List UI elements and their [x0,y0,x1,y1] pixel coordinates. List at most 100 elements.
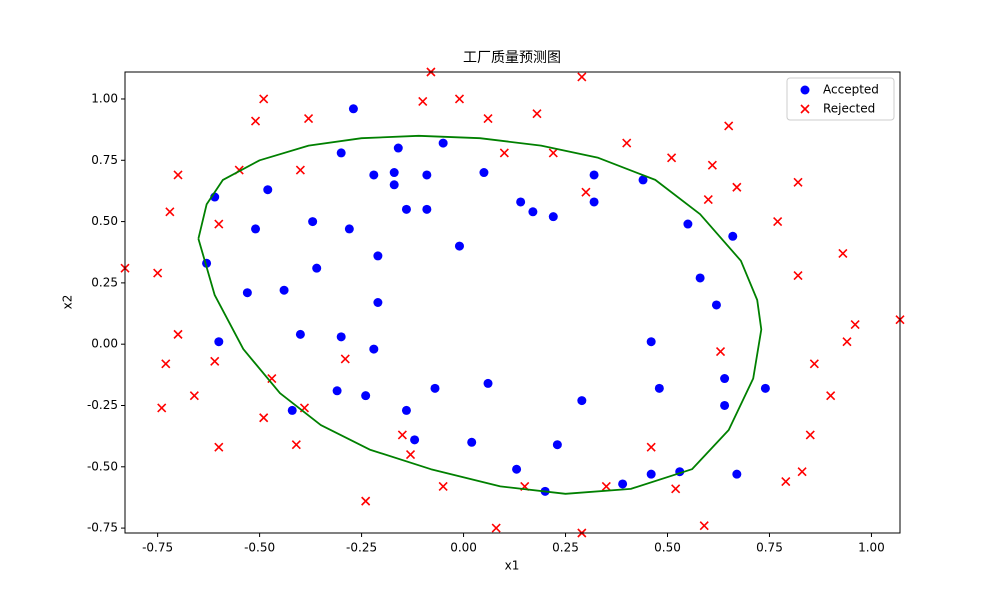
point [589,197,599,207]
y-tick-label: -0.75 [87,521,118,535]
point [695,273,705,283]
x-marker [781,476,791,487]
x-axis-label: x1 [505,559,520,573]
point [373,298,383,307]
y-tick-label: 0.25 [91,275,118,289]
x-marker [793,177,803,187]
point [589,170,599,180]
legend-marker [800,104,810,114]
x-tick-label: 1.00 [858,541,885,555]
x-marker [499,148,509,158]
point [389,180,399,190]
point [467,437,477,447]
point [618,479,628,489]
x-marker [214,442,224,452]
point [242,288,252,298]
x-marker [667,153,677,163]
x-marker [259,413,269,423]
x-marker [173,329,183,339]
x-marker [703,194,713,205]
x-marker [842,337,852,347]
point [214,337,224,347]
x-marker [153,268,163,278]
point [295,329,305,339]
point [369,170,379,180]
point [308,217,318,227]
point [393,143,403,153]
point [577,396,587,406]
x-marker [671,484,681,494]
point [422,170,432,180]
y-tick-label: 1.00 [91,91,118,105]
legend-box [786,77,895,121]
x-marker [483,114,493,124]
point [479,168,489,178]
point [728,231,738,241]
point [401,204,411,214]
y-tick-label: -0.25 [87,398,118,412]
point [711,300,721,310]
point [732,469,742,479]
x-marker [340,354,350,364]
point [336,332,346,342]
x-marker [161,359,171,369]
x-marker [805,430,815,440]
point [369,344,379,354]
point [348,104,358,114]
point [430,383,440,393]
x-marker [850,320,860,330]
point [454,241,464,251]
y-tick-label: -0.50 [87,459,118,473]
point [287,405,297,415]
x-marker [173,170,183,180]
x-marker [532,109,542,119]
x-tick-label: 0.25 [552,541,579,555]
x-marker [809,359,819,369]
point [336,148,346,158]
x-marker [646,442,656,452]
x-marker [210,356,220,366]
x-marker [189,391,199,401]
point [638,175,648,185]
point [646,469,656,479]
point [512,464,522,474]
point [654,383,664,393]
point [263,185,273,195]
x-marker [259,94,269,104]
x-marker [418,96,428,106]
point [760,383,770,393]
x-tick-label: -0.50 [244,541,275,555]
point [344,224,354,234]
point [373,251,383,261]
point [720,400,730,410]
point [410,435,420,445]
x-marker [707,160,717,170]
x-marker [732,182,742,192]
point [646,337,656,347]
point [483,378,493,388]
x-marker [601,481,611,491]
point [279,285,289,295]
x-marker [548,148,558,158]
point [438,138,448,148]
point [528,207,538,217]
x-marker [797,467,807,477]
x-marker [454,94,465,104]
x-marker [581,187,591,197]
x-tick-label: -0.75 [142,541,173,555]
point [683,219,693,229]
point [251,224,261,234]
legend-label: Accepted [823,83,879,97]
x-marker [397,430,407,440]
x-marker [491,523,501,533]
x-marker [724,121,734,131]
x-tick-label: 0.50 [654,541,681,555]
x-marker [165,207,175,217]
x-tick-label: -0.25 [346,541,377,555]
x-marker [303,114,314,124]
x-tick-label: 0.75 [756,541,783,555]
legend-label: Rejected [823,102,875,116]
x-marker [699,521,709,531]
point [389,168,399,178]
